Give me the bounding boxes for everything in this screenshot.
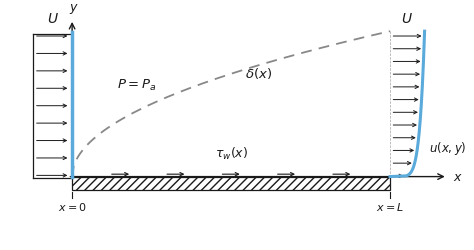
Text: $U$: $U$ — [401, 12, 413, 26]
Text: $\delta(x)$: $\delta(x)$ — [245, 66, 272, 80]
Text: $x = 0$: $x = 0$ — [58, 200, 87, 212]
Text: $P = P_a$: $P = P_a$ — [117, 78, 156, 93]
Polygon shape — [72, 177, 390, 190]
Text: $y$: $y$ — [70, 2, 79, 16]
Text: $x$: $x$ — [453, 170, 463, 183]
Text: $\tau_w(x)$: $\tau_w(x)$ — [215, 145, 247, 161]
Text: $u(x,y)$: $u(x,y)$ — [429, 140, 467, 156]
Text: $x = L$: $x = L$ — [376, 200, 404, 212]
Text: $U$: $U$ — [46, 12, 58, 26]
